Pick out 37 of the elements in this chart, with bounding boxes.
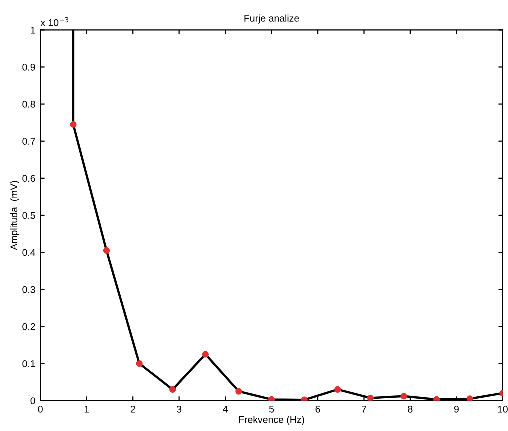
y-axis-title: Amplituda (mV)	[10, 181, 20, 250]
x-tick-label: 3	[176, 406, 182, 413]
point	[136, 360, 143, 368]
x-tick-label: 4	[223, 406, 228, 413]
y-tick-label: 0.5	[22, 212, 36, 220]
y-tick-label: 0.6	[22, 175, 36, 182]
x-tick-label: 7	[362, 406, 366, 413]
point	[367, 394, 374, 401]
point	[434, 396, 440, 401]
point	[202, 351, 209, 358]
x-tick-label: 5	[269, 406, 274, 413]
y-tick-label: 0.2	[22, 323, 36, 330]
point	[170, 386, 176, 394]
text: x 10$^{−3}$	[40, 17, 69, 26]
point	[236, 388, 242, 395]
point	[70, 121, 77, 128]
x-axis-title: Frekvence (Hz)	[239, 416, 304, 426]
y-tick-label: 0.1	[22, 360, 36, 368]
x-tick-label: 0	[38, 406, 43, 413]
x-tick-label: 10	[498, 406, 508, 413]
y-tick-label: 0.4	[22, 249, 36, 256]
y-tick-label: 0.7	[22, 138, 36, 145]
y-tick-label: 0.8	[22, 101, 36, 108]
y-tick-label: 0.3	[22, 286, 36, 294]
y-tick-label: 0	[30, 398, 36, 404]
chart-title: Furje analize	[244, 14, 300, 24]
point	[103, 247, 110, 254]
point	[334, 386, 342, 394]
x-tick-label: 2	[130, 406, 136, 413]
x-tick-label: 8	[408, 406, 413, 413]
x-tick-label: 6	[316, 406, 320, 413]
y-tick-label: 0.9	[22, 64, 36, 71]
point	[400, 393, 408, 400]
x-tick-label: 9	[454, 406, 459, 413]
x-tick-label: 1	[84, 406, 90, 413]
y-tick-label: 1	[31, 27, 36, 34]
point	[466, 396, 474, 401]
